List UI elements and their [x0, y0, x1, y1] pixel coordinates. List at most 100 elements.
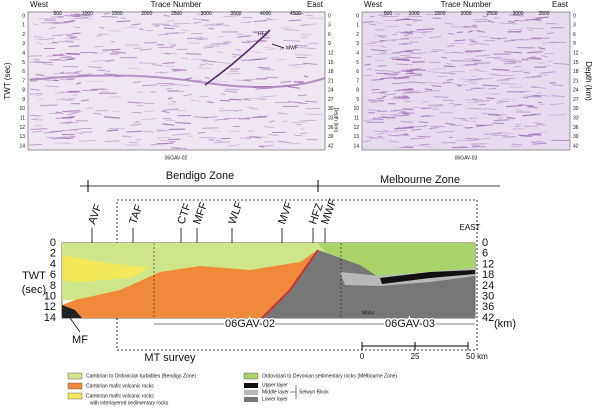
scale-label: 25: [411, 352, 420, 361]
mt-label: MT survey: [144, 352, 196, 364]
legend-swatch: [244, 390, 258, 395]
reflector: [81, 132, 93, 133]
reflector: [550, 83, 556, 84]
twt-tick-label: 0: [356, 13, 359, 19]
reflector: [444, 66, 456, 67]
depth-tick-label: 9: [328, 41, 331, 47]
reflector: [126, 131, 140, 132]
depth-title: Depth (km): [584, 61, 593, 101]
reflector: [188, 136, 192, 137]
reflector: [505, 61, 521, 62]
reflector: [35, 75, 43, 76]
reflector: [198, 133, 205, 134]
reflector: [496, 75, 514, 76]
reflector: [286, 142, 291, 143]
reflector: [122, 136, 131, 137]
x-tick-label: 2000: [141, 11, 152, 17]
reflector: [508, 21, 515, 22]
reflector: [221, 94, 226, 95]
east-label: East: [552, 0, 569, 9]
depth-tick-label: 42: [328, 143, 334, 149]
x-tick-label: 2500: [486, 11, 497, 17]
reflector: [165, 53, 170, 54]
reflector: [49, 59, 60, 60]
depth-tick-label: 0: [573, 13, 576, 19]
twt-tick-label: 4: [356, 50, 359, 56]
twt-tick-label: 4: [22, 50, 25, 56]
legend-text: Ordovician to Devonian sedimentary rocks…: [262, 373, 397, 379]
twt-tick-label: 13: [353, 134, 359, 140]
reflector: [405, 50, 412, 51]
twt-tick-label: 14: [353, 143, 359, 149]
reflector: [296, 124, 301, 125]
twt-tick-label: 9: [356, 97, 359, 103]
reflector: [471, 121, 477, 122]
reflector: [497, 38, 506, 39]
twt-tick-label: 14: [19, 143, 25, 149]
east-label: EAST: [460, 223, 481, 232]
depth-tick-label: 0: [328, 13, 331, 19]
reflector: [108, 31, 121, 32]
legend-text: Cambrian to Ordovician turbidites (Bendi…: [86, 373, 196, 379]
depth-tick-label: 39: [573, 134, 579, 140]
depth-tick-label: 21: [573, 78, 579, 84]
reflector: [40, 105, 58, 106]
twt-title: TWT: [22, 270, 46, 282]
reflector: [378, 66, 387, 67]
reflector: [68, 46, 79, 47]
depth-tick-label: 27: [573, 97, 579, 103]
reflector: [137, 92, 143, 93]
twt-tick-label: 5: [356, 60, 359, 66]
reflector: [451, 27, 468, 28]
depth-tick-label: 9: [573, 41, 576, 47]
reflector: [64, 15, 79, 16]
reflector: [79, 141, 95, 142]
axis-title: Trace Number: [151, 0, 202, 9]
x-tick-label: 4500: [290, 11, 301, 17]
annotation: HFZ: [258, 31, 268, 37]
legend-swatch: [244, 397, 258, 402]
depth-tick-label: 6: [573, 32, 576, 38]
twt-tick-label: 2: [22, 32, 25, 38]
reflector: [99, 27, 104, 28]
reflector: [69, 116, 76, 117]
depth-tick-label: 36: [573, 125, 579, 131]
reflector: [417, 136, 431, 137]
reflector: [52, 42, 58, 43]
reflector: [364, 64, 370, 65]
twt-tick-label: 3: [22, 41, 25, 47]
depth-tick-label: 6: [328, 32, 331, 38]
axis-title: Trace Number: [441, 0, 492, 9]
legend-swatch: [68, 383, 82, 389]
reflector: [247, 21, 251, 22]
twt-tick-label: 6: [22, 69, 25, 75]
west-label: West: [364, 0, 383, 9]
twt-tick-label: 10: [353, 106, 359, 112]
depth-tick-label: 3: [328, 23, 331, 29]
legend-text: Cambrian mafic volcanic rocks: [86, 393, 154, 399]
depth-tick-label: 12: [573, 50, 579, 56]
reflector: [208, 28, 214, 29]
x-tick-label: 1000: [408, 11, 419, 17]
reflector: [508, 29, 523, 30]
depth-tick-label: 42: [573, 143, 579, 149]
twt-tick-label: 8: [22, 88, 25, 94]
reflector: [107, 130, 118, 131]
reflector: [425, 89, 432, 90]
twt-tick-label: 2: [356, 32, 359, 38]
fault-label: MF: [72, 334, 88, 346]
depth-tick-label: 36: [328, 125, 334, 131]
zone-label: Bendigo Zone: [166, 170, 235, 182]
east-label: East: [307, 0, 324, 9]
reflector: [370, 42, 383, 43]
legend-swatch: [68, 393, 82, 399]
twt-tick-label: 14: [44, 312, 56, 324]
depth-tick-label: 30: [573, 106, 579, 112]
depth-tick-label: 24: [328, 88, 334, 94]
caption: 06GAV-03: [455, 155, 478, 161]
annotation: MWF: [286, 45, 298, 51]
twt-title: (sec): [22, 284, 46, 296]
depth-tick-label: 42: [482, 312, 494, 324]
twt-tick-label: 1: [356, 23, 359, 29]
legend-swatch: [244, 383, 258, 388]
